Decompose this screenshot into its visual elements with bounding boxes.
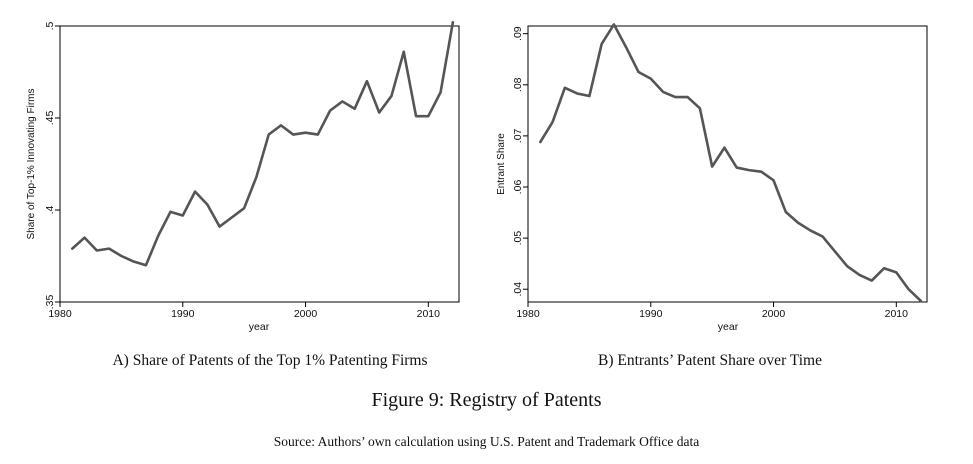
panel-b-x-tick-label: 1980	[516, 308, 540, 320]
panel-a-y-tick-label: .5	[44, 21, 56, 30]
panel-b-chart: Entrant Share year 1980 1990 2000 2010 .04 .0…	[496, 23, 928, 333]
panel-a-y-axis-label: Share of Top-1% Innovating Firms	[26, 88, 37, 239]
panel-a-x-tick-label: 1990	[171, 308, 195, 320]
panel-b-x-axis-label: year	[718, 321, 739, 333]
panel-a-label: A)	[112, 352, 129, 369]
panel-b-y-tick-label: .09	[512, 26, 524, 41]
panel-a-chart: Share of Top-1% Innovating Firms year 19…	[26, 21, 460, 333]
panel-a-series-line	[70, 21, 455, 267]
panel-a-plot-frame	[59, 25, 460, 303]
panel-b-y-tick-label: .05	[512, 231, 524, 246]
panel-a-x-tick-label: 2000	[294, 308, 318, 320]
panel-a-y-tick-label: .45	[44, 111, 56, 126]
panel-a-x-axis-label: year	[249, 321, 270, 333]
panel-b-x-tick-label: 1990	[639, 308, 663, 320]
panel-a-y-tick-label: .4	[44, 205, 56, 214]
panel-a-x-tick-label: 1980	[48, 308, 72, 320]
panel-b-y-tick-label: .07	[512, 128, 524, 143]
panel-b-caption: B) Entrants’ Patent Share over Time	[500, 352, 920, 370]
panel-b-y-axis-label: Entrant Share	[496, 133, 507, 195]
panel-a-caption: A) Share of Patents of the Top 1% Patent…	[60, 352, 480, 370]
panel-b-caption-text: Entrants’ Patent Share over Time	[617, 352, 822, 369]
panel-b-y-tick-label: .06	[512, 180, 524, 195]
panel-a-y-tick-label: .35	[44, 295, 56, 310]
panel-b-series-line	[538, 23, 923, 303]
panel-b-x-tick-label: 2000	[762, 308, 786, 320]
figure-source-note: Source: Authors’ own calculation using U…	[273, 434, 700, 449]
panel-a-x-tick-label: 2010	[417, 308, 441, 320]
panel-b-y-tick-label: .08	[512, 77, 524, 92]
panel-b-y-tick-label: .04	[512, 282, 524, 297]
panel-a-caption-text: Share of Patents of the Top 1% Patenting…	[132, 352, 428, 369]
figure-title: Figure 9: Registry of Patents	[371, 389, 602, 411]
figure-charts: Share of Top-1% Innovating Firms year 19…	[26, 21, 928, 333]
panel-b-x-tick-label: 2010	[885, 308, 909, 320]
panel-b-label: B)	[597, 352, 614, 369]
panel-b-plot-frame	[527, 25, 928, 303]
